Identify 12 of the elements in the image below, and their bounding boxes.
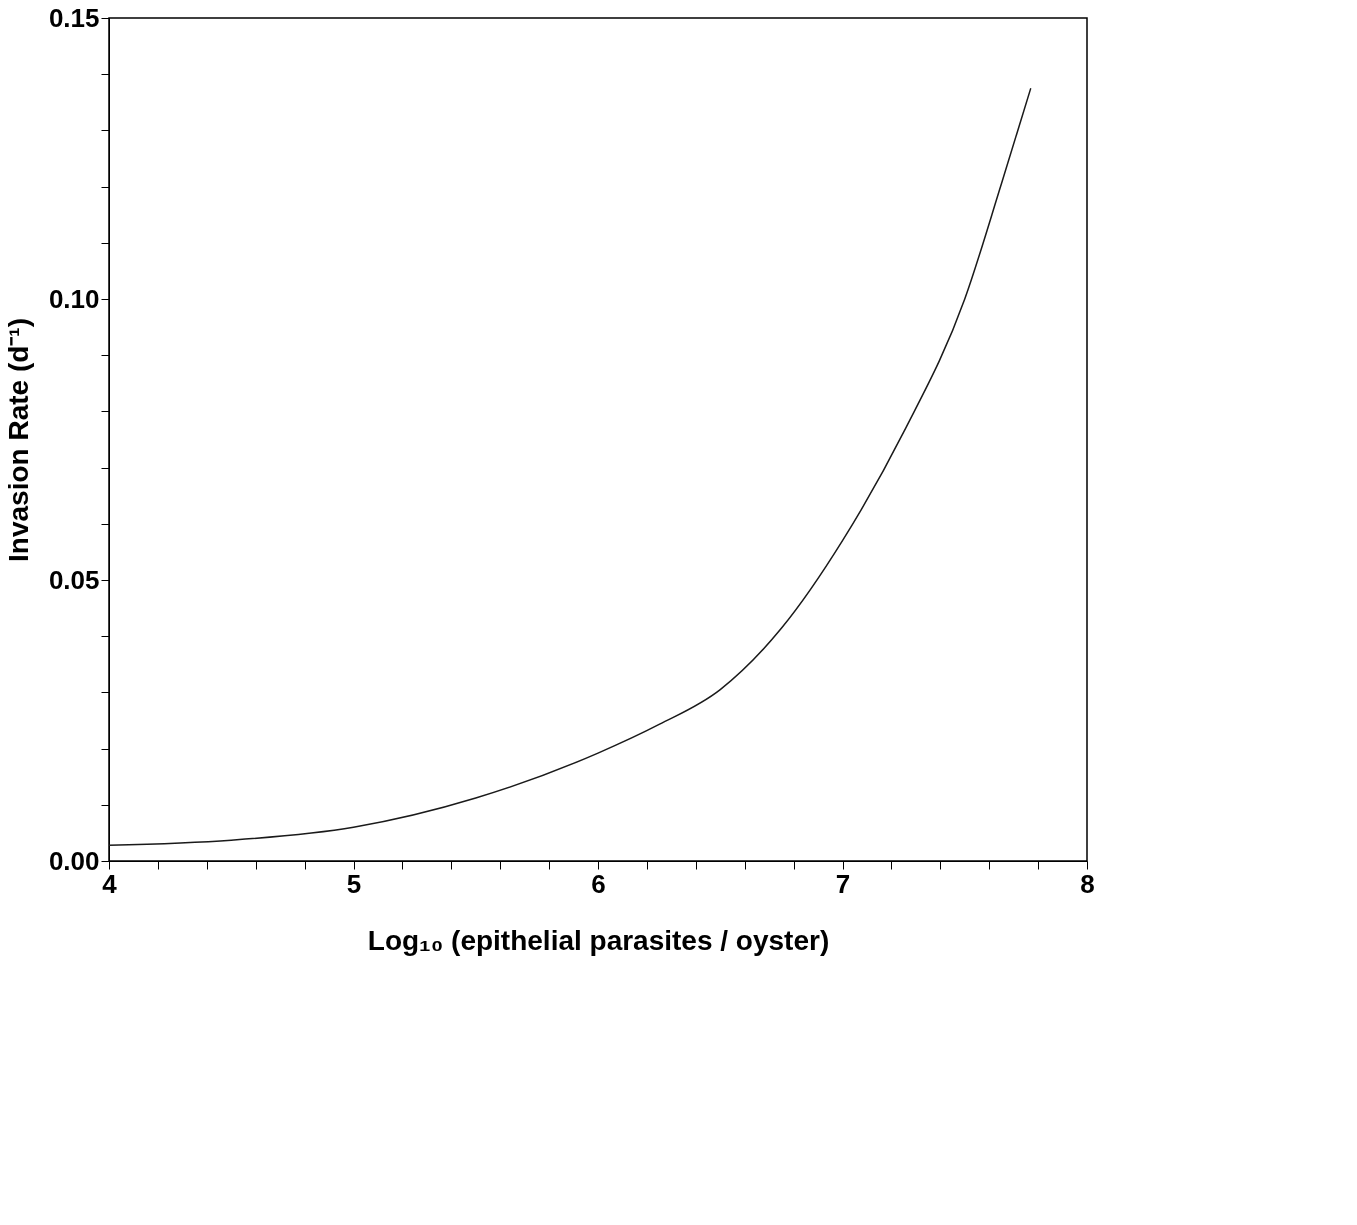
line-series — [108, 87, 1032, 847]
y-tick-label: 0.00 — [48, 845, 100, 876]
x-tick-label: 6 — [591, 868, 606, 899]
x-axis-title: Log₁₀ (epithelial parasites / oyster) — [367, 924, 830, 956]
x-tick-label: 5 — [346, 868, 362, 899]
x-tick-label: 7 — [835, 868, 851, 899]
y-tick-label: 0.05 — [48, 564, 100, 595]
y-tick-label: 0.10 — [48, 283, 100, 314]
y-axis-title: Invasion Rate (d⁻¹) — [2, 318, 34, 562]
y-tick-label: 0.15 — [48, 2, 100, 33]
x-tick-label: 8 — [1080, 868, 1095, 899]
x-tick-label: 4 — [102, 868, 118, 899]
